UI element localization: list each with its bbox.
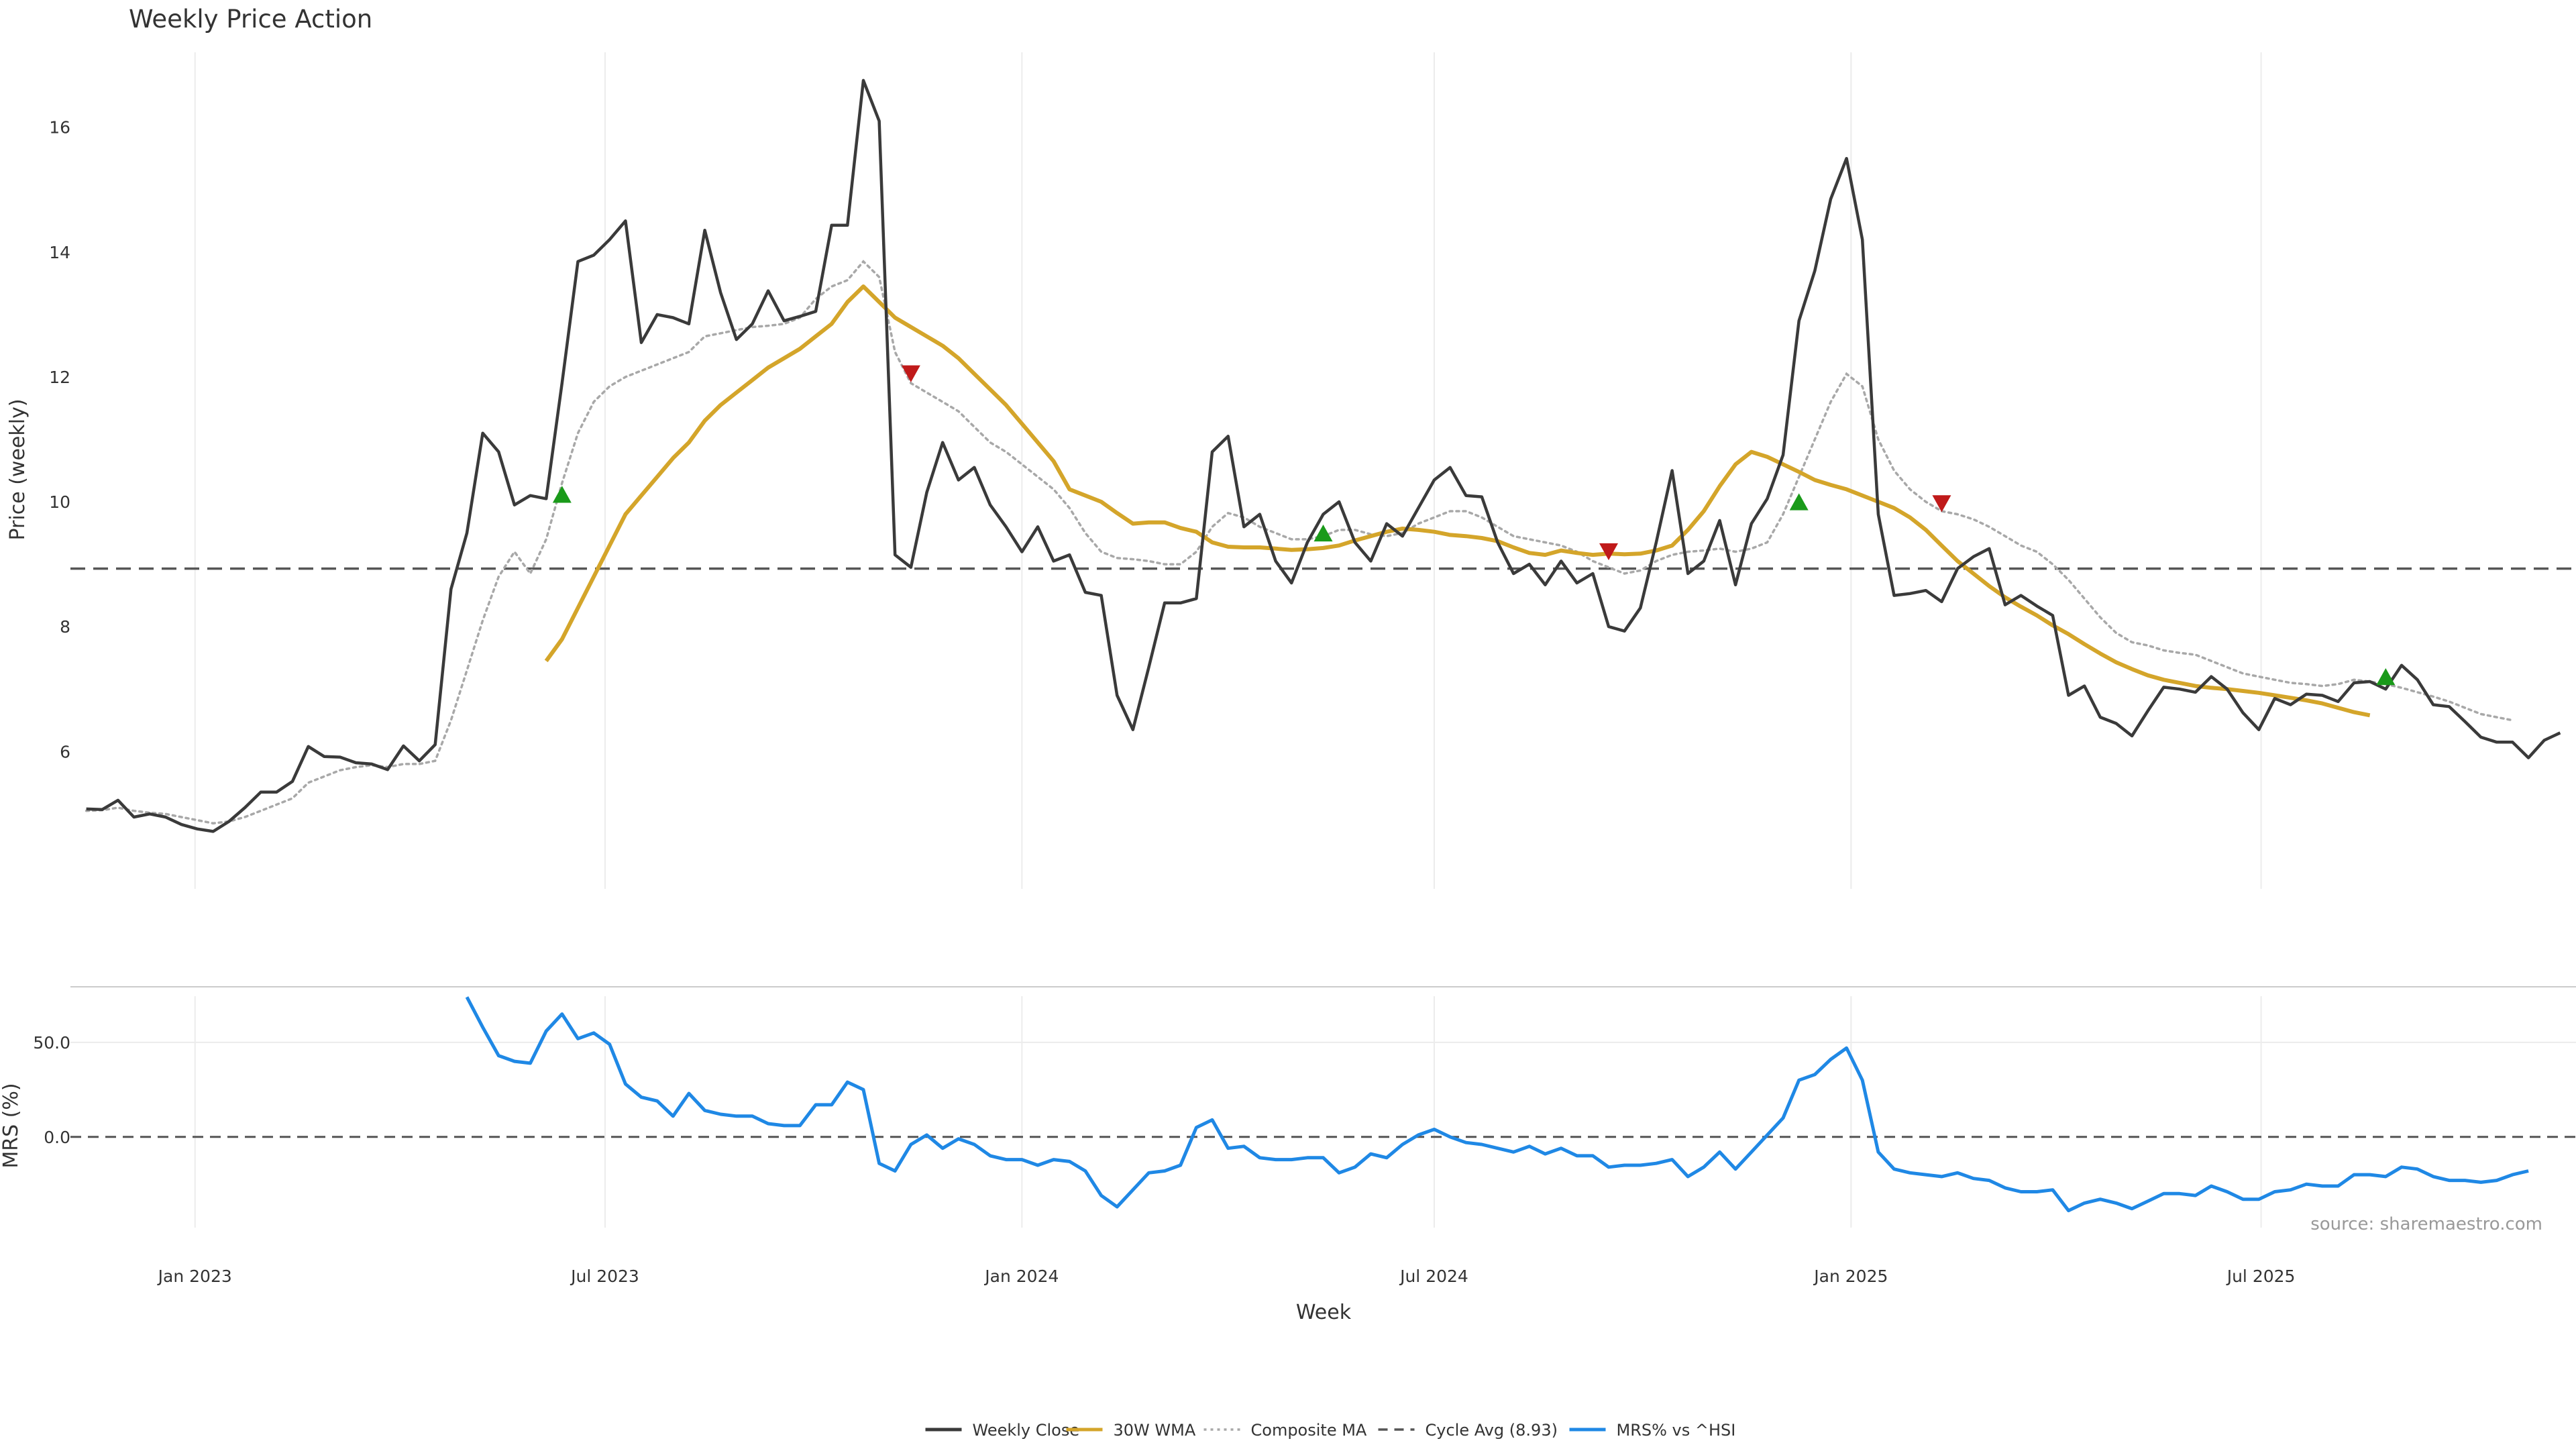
x-axis-label: Week — [1296, 1301, 1352, 1324]
legend: Weekly Close 30W WMA Composite MA Cycle Avg… — [925, 1421, 1736, 1440]
price-y-tick-label: 10 — [49, 492, 70, 512]
x-tick-label: Jan 2024 — [983, 1267, 1059, 1286]
legend-item: 30W WMA — [1066, 1421, 1196, 1440]
sell-signal-marker — [901, 365, 920, 382]
source-label: source: sharemaestro.com — [2310, 1214, 2542, 1234]
legend-label: Weekly Close — [973, 1421, 1080, 1440]
x-tick-label: Jan 2025 — [1813, 1267, 1888, 1286]
x-tick-label: Jul 2023 — [570, 1267, 639, 1286]
legend-item: Weekly Close — [925, 1421, 1080, 1440]
price-y-axis-label: Price (weekly) — [6, 398, 30, 540]
x-tick-label: Jul 2024 — [1399, 1267, 1468, 1286]
series-composite-ma — [85, 260, 2514, 825]
price-y-tick-label: 16 — [49, 118, 70, 138]
price-y-tick-label: 14 — [49, 243, 70, 262]
legend-label: MRS% vs ^HSI — [1617, 1421, 1736, 1440]
mrs-y-axis-label: MRS (%) — [0, 1083, 23, 1168]
buy-signal-marker — [1313, 524, 1333, 542]
legend-label: 30W WMA — [1114, 1421, 1196, 1440]
chart-title: Weekly Price Action — [129, 5, 372, 34]
x-tick-label: Jul 2025 — [2226, 1267, 2296, 1286]
price-y-tick-label: 6 — [60, 742, 70, 761]
price-y-tick-label: 8 — [60, 617, 70, 637]
x-tick-label: Jan 2023 — [157, 1267, 232, 1286]
price-y-tick-label: 12 — [49, 368, 70, 387]
buy-signal-marker — [1789, 493, 1809, 511]
legend-item: Cycle Avg (8.93) — [1378, 1421, 1558, 1440]
mrs-y-tick-label: 0.0 — [44, 1128, 70, 1147]
legend-label: Cycle Avg (8.93) — [1426, 1421, 1558, 1440]
buy-signal-marker — [2376, 667, 2396, 686]
mrs-y-tick-label: 50.0 — [33, 1033, 70, 1053]
series-30w-wma — [544, 284, 2371, 718]
legend-item: Composite MA — [1203, 1421, 1367, 1440]
series-mrs-vs-hsi — [465, 996, 2529, 1213]
legend-item: MRS% vs ^HSI — [1569, 1421, 1736, 1440]
sell-signal-marker — [1599, 543, 1619, 561]
buy-signal-marker — [552, 486, 572, 503]
sell-signal-marker — [1932, 495, 1951, 513]
legend-label: Composite MA — [1251, 1421, 1367, 1440]
mrs-panel: 0.0 50.0 MRS (%) Jan 2023 Jul 2023 Jan 2024… — [0, 996, 2576, 1324]
series-weekly-close — [86, 78, 2561, 833]
price-panel: 6 8 10 12 14 16 Price (weekly) — [6, 52, 2576, 889]
